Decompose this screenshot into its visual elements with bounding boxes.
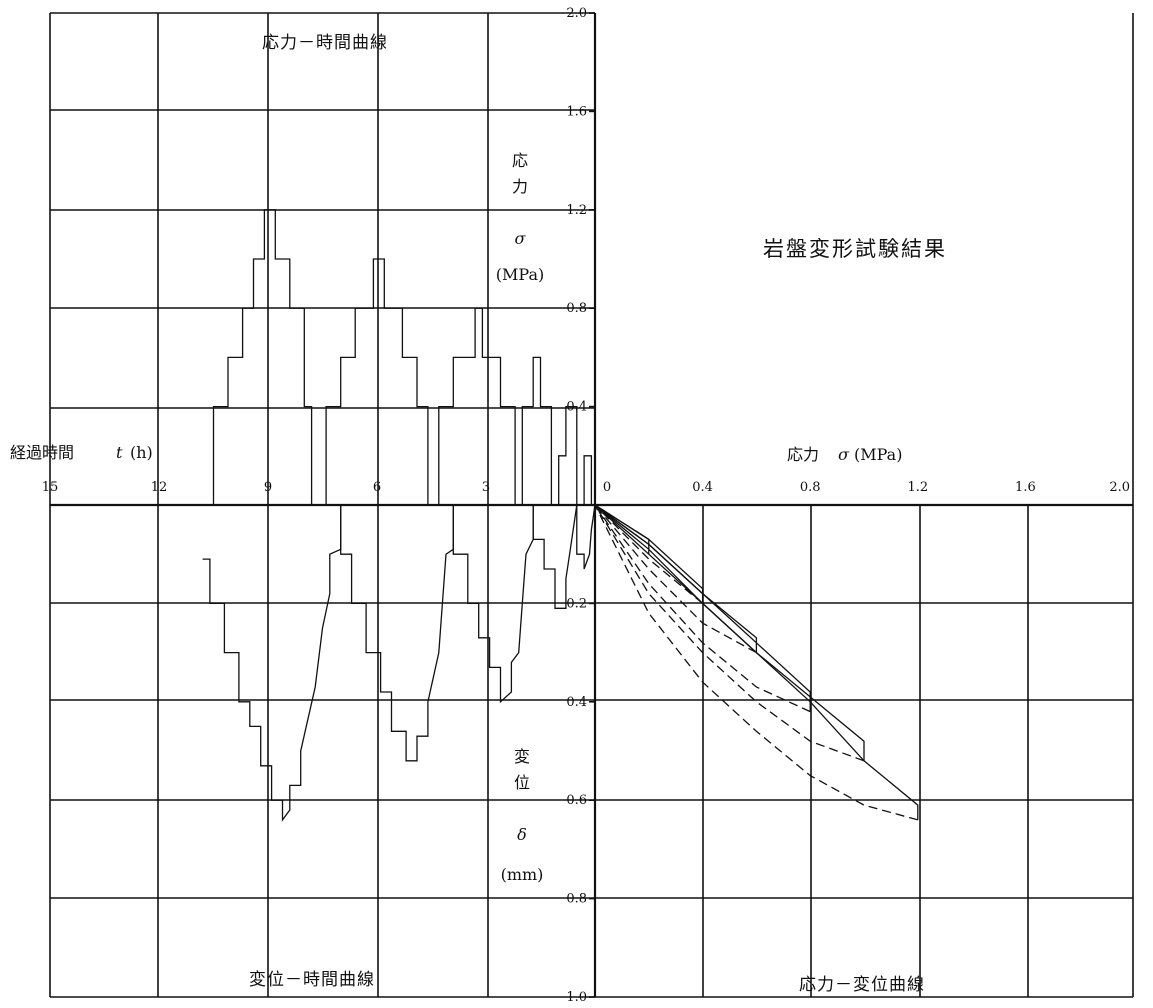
stress-time-curve-cycle-4 bbox=[521, 356, 553, 505]
curves bbox=[202, 209, 919, 822]
time-tick-label: 3 bbox=[482, 480, 490, 495]
x-stress-axis-label: 応力 bbox=[787, 445, 819, 464]
stress-tick-label: 0.4 bbox=[566, 400, 587, 415]
unloading-curve-cycle-5 bbox=[594, 504, 704, 604]
stress-time-curve-cycle-1 bbox=[212, 209, 313, 505]
y-stress-unit: (MPa) bbox=[496, 265, 544, 284]
y-disp-symbol: δ bbox=[517, 825, 527, 844]
main-figure-title: 岩盤変形試験結果 bbox=[763, 237, 947, 261]
y-stress-label-char-1: 応 bbox=[512, 151, 528, 170]
displacement-tick-label: 1.0 bbox=[566, 990, 587, 1005]
displacement-time-curve-cycle-5 bbox=[576, 504, 596, 570]
displacement-tick-label: 0.4 bbox=[566, 695, 587, 710]
loading-curve-cycle-1 bbox=[594, 504, 919, 820]
loading-curve-cycle-2 bbox=[594, 504, 865, 761]
stress-time-curve-cycle-3 bbox=[438, 307, 516, 505]
y-disp-unit: (mm) bbox=[501, 865, 544, 884]
displacement-tick-label: 0.8 bbox=[566, 892, 587, 907]
x-stress-axis-unit: (MPa) bbox=[854, 445, 902, 464]
displacement-time-title: 変位－時間曲線 bbox=[249, 970, 375, 990]
stress-displacement-title: 応力－変位曲線 bbox=[799, 975, 925, 995]
stress-x-tick-label: 0.8 bbox=[800, 480, 821, 495]
stress-x-tick-label: 2.0 bbox=[1109, 480, 1130, 495]
loading-curve-cycle-6 bbox=[594, 504, 650, 555]
time-tick-label: 15 bbox=[42, 480, 59, 495]
y-disp-label-char-2: 位 bbox=[514, 773, 530, 792]
stress-time-title: 応力－時間曲線 bbox=[262, 33, 388, 53]
stress-tick-label: 1.6 bbox=[566, 104, 587, 119]
x-time-axis-unit: (h) bbox=[130, 443, 153, 462]
time-tick-label: 12 bbox=[151, 480, 168, 495]
time-tick-label: 6 bbox=[373, 480, 381, 495]
displacement-tick-label: 0.6 bbox=[566, 793, 587, 808]
stress-x-tick-label: 1.6 bbox=[1015, 480, 1036, 495]
x-time-axis-label: 経過時間 bbox=[10, 443, 74, 462]
stress-x-tick-label: 0 bbox=[603, 480, 611, 495]
y-stress-symbol: σ bbox=[515, 229, 527, 248]
displacement-tick-label: 0.2 bbox=[566, 596, 587, 611]
stress-x-tick-label: 0.4 bbox=[692, 480, 713, 495]
displacement-time-curve-cycle-1 bbox=[202, 505, 342, 822]
y-disp-label-char-1: 変 bbox=[514, 747, 530, 766]
displacement-time-curve-cycle-2 bbox=[340, 505, 454, 762]
stress-time-curve-cycle-5 bbox=[558, 405, 578, 505]
displacement-time-curve-cycle-3 bbox=[452, 505, 534, 704]
stress-time-curve-cycle-6 bbox=[583, 455, 593, 505]
stress-tick-label: 1.2 bbox=[566, 203, 587, 218]
stress-time-curve-cycle-2 bbox=[325, 258, 429, 505]
x-stress-axis-symbol: σ bbox=[838, 445, 850, 464]
y-stress-label-char-2: 力 bbox=[512, 177, 528, 196]
labels: 応力－時間曲線 変位－時間曲線 応力－変位曲線 岩盤変形試験結果 経過時間 t … bbox=[10, 33, 947, 995]
unloading-curve-cycle-3 bbox=[594, 504, 811, 713]
displacement-time-curve-cycle-4 bbox=[532, 504, 578, 609]
stress-x-tick-label: 1.2 bbox=[907, 480, 928, 495]
unloading-curve-cycle-4 bbox=[594, 504, 757, 654]
tick-labels: 2.0 1.6 1.2 0.8 0.4 0.2 0.4 0.6 0.8 1.0 15 12 9 6 3 0 0.… bbox=[42, 6, 1130, 1005]
unloading-curve-cycle-1 bbox=[594, 504, 918, 821]
x-time-axis-symbol: t bbox=[116, 443, 123, 462]
stress-tick-label: 0.8 bbox=[566, 301, 587, 316]
unloading-curve-cycle-2 bbox=[594, 504, 865, 762]
stress-tick-label: 2.0 bbox=[566, 6, 587, 21]
time-tick-label: 9 bbox=[264, 480, 272, 495]
